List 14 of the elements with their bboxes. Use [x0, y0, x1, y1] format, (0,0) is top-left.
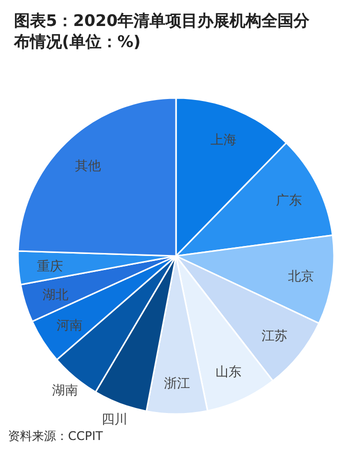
- slice-label: 四川: [102, 412, 128, 428]
- slice-label: 广东: [276, 193, 302, 208]
- slice-label: 湖南: [52, 384, 78, 399]
- slice-label: 河南: [56, 318, 83, 334]
- slice-label: 其他: [75, 159, 102, 174]
- slice-label: 重庆: [36, 260, 63, 275]
- slice-label: 江苏: [262, 329, 288, 344]
- slice-label: 上海: [210, 132, 237, 148]
- slice-label: 北京: [288, 269, 314, 284]
- title: 图表5：2020年清单项目办展机构全国分布情况(单位：%): [14, 11, 310, 51]
- slice-label: 浙江: [164, 376, 190, 392]
- slice-label: 山东: [216, 364, 242, 380]
- text: 资料来源：CCPIT: [8, 429, 104, 443]
- slice-label: 湖北: [42, 288, 68, 303]
